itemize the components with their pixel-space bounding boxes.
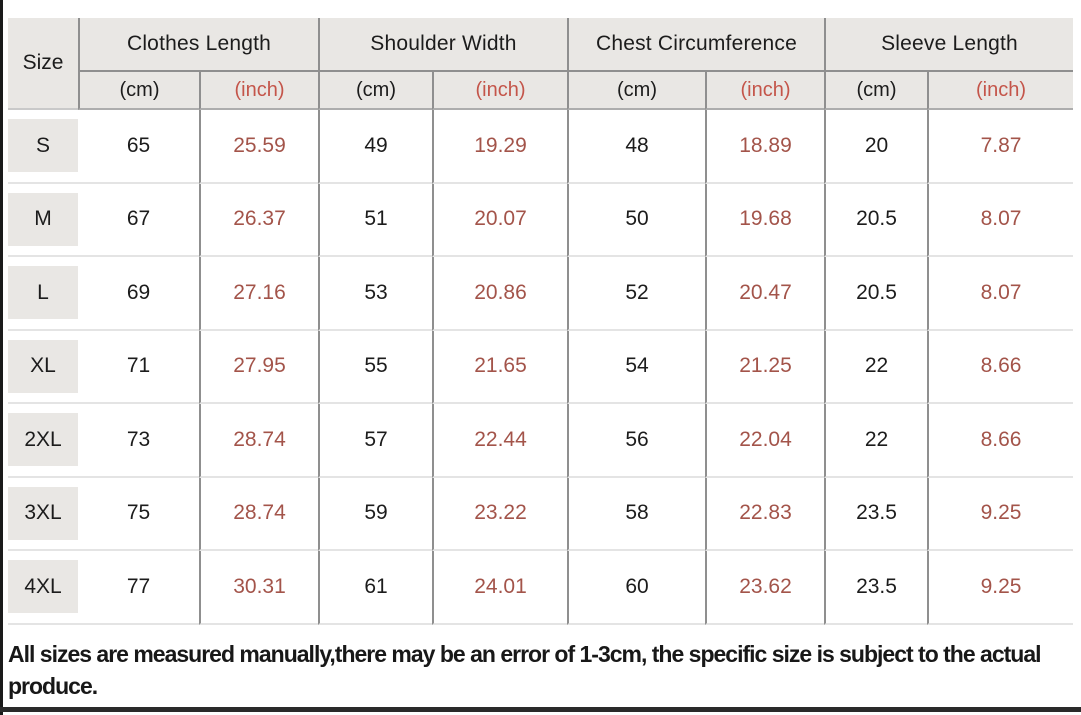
size-cell: S <box>8 110 78 184</box>
value-cell: 22.44 <box>432 404 567 478</box>
size-cell: L <box>8 257 78 331</box>
value-cell: 51 <box>318 183 432 257</box>
value-cell: 49 <box>318 110 432 184</box>
size-column-header: Size <box>8 18 78 110</box>
size-table: Size Clothes Length Shoulder Width Chest… <box>8 18 1073 625</box>
value-cell: 71 <box>78 330 199 404</box>
unit-header-sleeve-inch: (inch) <box>927 72 1073 110</box>
value-cell: 23.22 <box>432 477 567 551</box>
size-cell: 2XL <box>8 404 78 478</box>
value-cell: 27.16 <box>199 257 318 331</box>
value-cell: 19.68 <box>705 183 824 257</box>
size-label: L <box>8 266 78 320</box>
size-label: 3XL <box>8 486 78 540</box>
value-cell: 61 <box>318 551 432 625</box>
value-cell: 23.5 <box>824 477 927 551</box>
bottom-divider-bar <box>0 707 1081 712</box>
value-cell: 67 <box>78 183 199 257</box>
unit-header-shoulder-inch: (inch) <box>432 72 567 110</box>
value-cell: 52 <box>567 257 705 331</box>
size-label: 2XL <box>8 413 78 467</box>
unit-header-shoulder-cm: (cm) <box>318 72 432 110</box>
value-cell: 50 <box>567 183 705 257</box>
value-cell: 60 <box>567 551 705 625</box>
value-cell: 21.25 <box>705 330 824 404</box>
value-cell: 27.95 <box>199 330 318 404</box>
value-cell: 8.07 <box>927 183 1073 257</box>
value-cell: 65 <box>78 110 199 184</box>
value-cell: 22.83 <box>705 477 824 551</box>
value-cell: 75 <box>78 477 199 551</box>
size-cell: 4XL <box>8 551 78 625</box>
group-header-clothes-length: Clothes Length <box>78 18 318 72</box>
value-cell: 23.5 <box>824 551 927 625</box>
size-label: S <box>8 119 78 173</box>
value-cell: 73 <box>78 404 199 478</box>
value-cell: 22.04 <box>705 404 824 478</box>
value-cell: 20.47 <box>705 257 824 331</box>
value-cell: 8.07 <box>927 257 1073 331</box>
value-cell: 28.74 <box>199 477 318 551</box>
value-cell: 18.89 <box>705 110 824 184</box>
value-cell: 8.66 <box>927 330 1073 404</box>
value-cell: 53 <box>318 257 432 331</box>
value-cell: 20.5 <box>824 257 927 331</box>
group-header-sleeve-length: Sleeve Length <box>824 18 1073 72</box>
value-cell: 20.5 <box>824 183 927 257</box>
footnote-text: All sizes are measured manually,there ma… <box>8 641 1042 699</box>
value-cell: 59 <box>318 477 432 551</box>
value-cell: 24.01 <box>432 551 567 625</box>
left-edge-line <box>0 0 3 715</box>
value-cell: 77 <box>78 551 199 625</box>
value-cell: 8.66 <box>927 404 1073 478</box>
size-label: 4XL <box>8 560 78 614</box>
unit-header-clothes-inch: (inch) <box>199 72 318 110</box>
value-cell: 23.62 <box>705 551 824 625</box>
unit-header-chest-cm: (cm) <box>567 72 705 110</box>
value-cell: 22 <box>824 404 927 478</box>
value-cell: 57 <box>318 404 432 478</box>
value-cell: 48 <box>567 110 705 184</box>
value-cell: 55 <box>318 330 432 404</box>
size-label: M <box>8 192 78 246</box>
value-cell: 20.86 <box>432 257 567 331</box>
value-cell: 9.25 <box>927 551 1073 625</box>
size-label: XL <box>8 339 78 393</box>
group-header-shoulder-width: Shoulder Width <box>318 18 567 72</box>
size-cell: XL <box>8 330 78 404</box>
value-cell: 56 <box>567 404 705 478</box>
size-cell: M <box>8 183 78 257</box>
value-cell: 69 <box>78 257 199 331</box>
value-cell: 30.31 <box>199 551 318 625</box>
value-cell: 26.37 <box>199 183 318 257</box>
value-cell: 20.07 <box>432 183 567 257</box>
value-cell: 7.87 <box>927 110 1073 184</box>
value-cell: 25.59 <box>199 110 318 184</box>
value-cell: 58 <box>567 477 705 551</box>
value-cell: 21.65 <box>432 330 567 404</box>
unit-header-chest-inch: (inch) <box>705 72 824 110</box>
value-cell: 28.74 <box>199 404 318 478</box>
value-cell: 22 <box>824 330 927 404</box>
value-cell: 20 <box>824 110 927 184</box>
value-cell: 54 <box>567 330 705 404</box>
value-cell: 9.25 <box>927 477 1073 551</box>
unit-header-sleeve-cm: (cm) <box>824 72 927 110</box>
unit-header-clothes-cm: (cm) <box>78 72 199 110</box>
value-cell: 19.29 <box>432 110 567 184</box>
group-header-chest-circumference: Chest Circumference <box>567 18 824 72</box>
size-cell: 3XL <box>8 477 78 551</box>
